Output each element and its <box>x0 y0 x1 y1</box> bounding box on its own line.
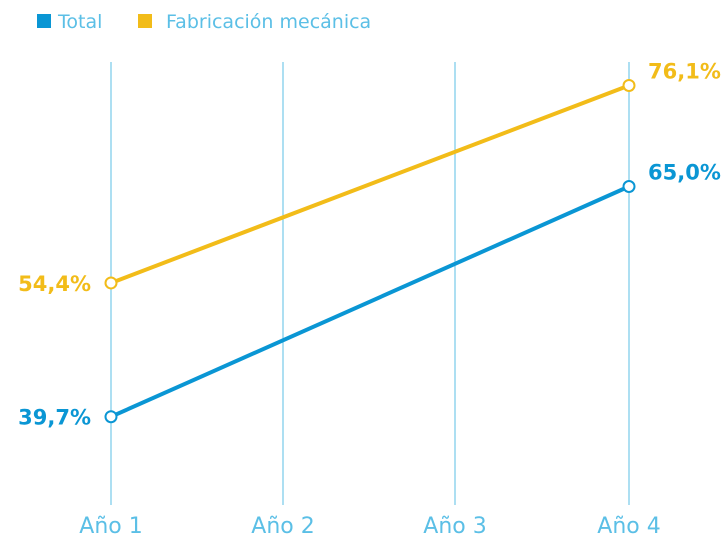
data-point-s1-1 <box>104 410 118 424</box>
x-tick-label-1: Año 1 <box>79 514 142 536</box>
data-label-s2-4: 76,1% <box>648 59 721 83</box>
legend: Total Fabricación mecánica <box>37 11 371 33</box>
series-line-2 <box>110 83 630 285</box>
legend-label-2: Fabricación mecánica <box>166 11 371 33</box>
data-label-s1-4: 65,0% <box>648 161 721 185</box>
data-label-s2-1: 54,4% <box>18 272 91 296</box>
legend-swatch-1 <box>37 14 51 28</box>
x-tick-label-2: Año 2 <box>251 514 314 536</box>
data-point-s1-4 <box>622 180 636 193</box>
grid-lines <box>110 62 630 505</box>
data-point-s2-4 <box>622 78 636 92</box>
data-point-s2-1 <box>104 276 118 290</box>
data-label-s1-1: 39,7% <box>18 406 91 430</box>
x-tick-label-3: Año 3 <box>423 514 486 536</box>
series-line-1 <box>110 184 630 419</box>
legend-label-1: Total <box>57 11 102 33</box>
x-tick-label-4: Año 4 <box>597 514 660 536</box>
x-axis-ticks: Año 1 Año 2 Año 3 Año 4 <box>79 514 660 536</box>
series-layer: 39,7% 65,0% 54,4% 76,1% <box>18 59 721 429</box>
legend-swatch-2 <box>138 14 152 28</box>
